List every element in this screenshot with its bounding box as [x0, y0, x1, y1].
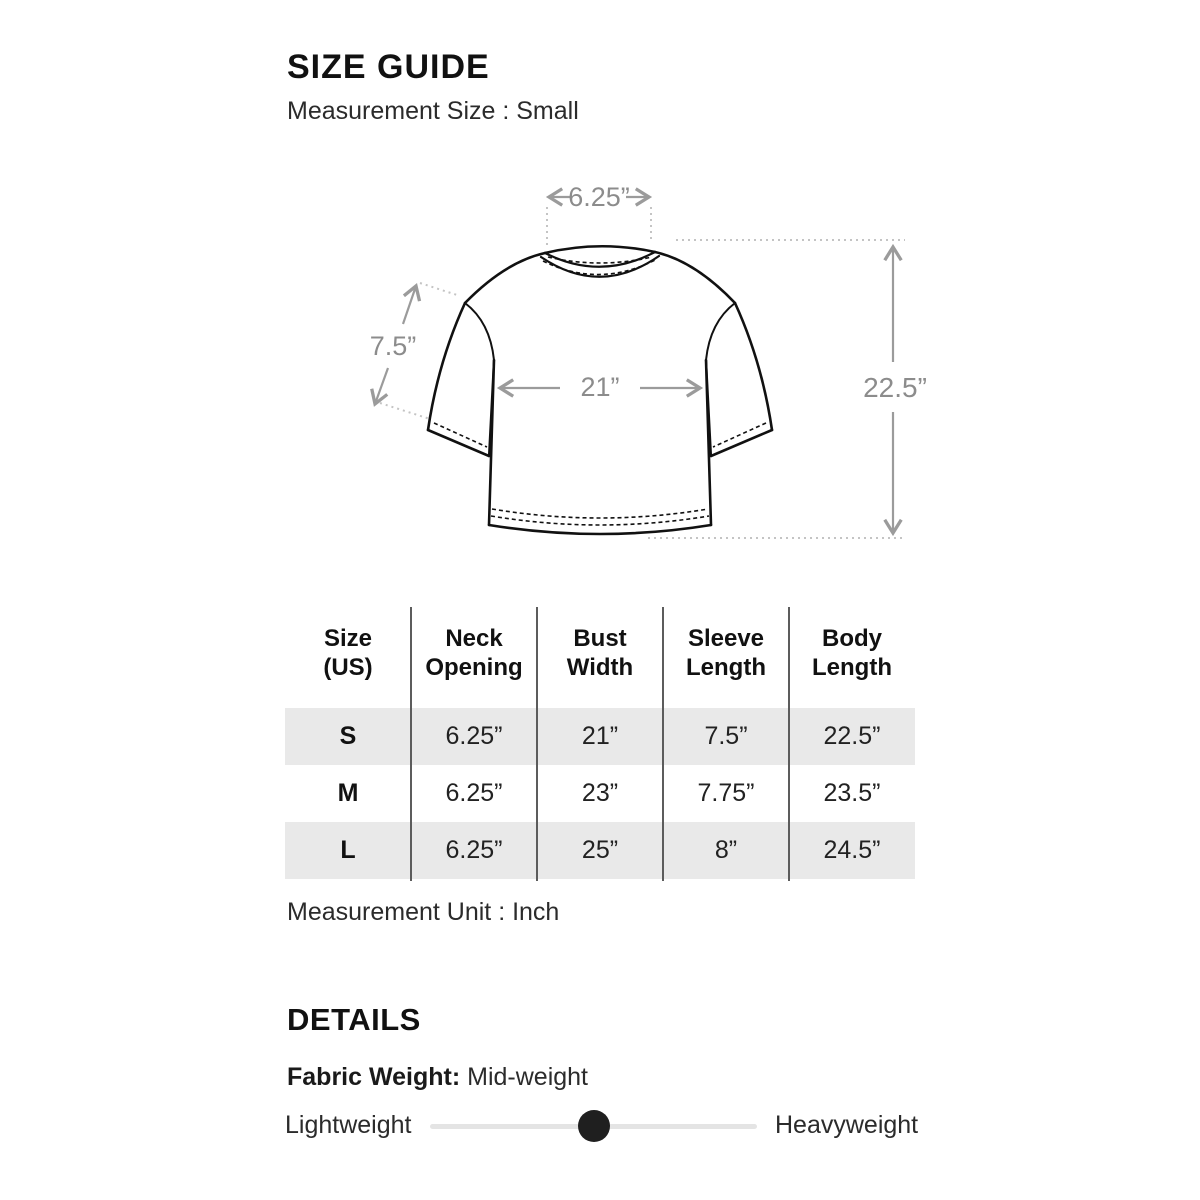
col-header-size: Size (US)	[323, 625, 373, 681]
cell-bust-width: 25”	[581, 836, 619, 864]
cell-sleeve-length: 7.75”	[697, 779, 755, 807]
slider-label-lightweight: Lightweight	[285, 1111, 412, 1139]
tshirt-stitching	[433, 256, 767, 526]
measurement-size-label: Measurement Size : Small	[287, 97, 579, 125]
cell-neck-opening: 6.25”	[445, 779, 503, 807]
body-length-measure: 22.5”	[648, 239, 927, 539]
body-length-value: 22.5”	[863, 372, 927, 403]
fabric-weight-slider-dot	[577, 1110, 610, 1142]
fabric-weight-label: Fabric Weight:	[287, 1063, 461, 1091]
cell-body-length: 23.5”	[823, 779, 881, 807]
bust-measure: 21”	[496, 372, 704, 402]
measurement-unit-label: Measurement Unit : Inch	[287, 898, 560, 926]
cell-sleeve-length: 8”	[714, 836, 738, 864]
cell-neck-opening: 6.25”	[445, 722, 503, 750]
table-divider	[536, 607, 538, 881]
table-divider	[662, 607, 664, 881]
table-row-medium: M 6.25” 23” 7.75” 23.5”	[285, 765, 915, 822]
cell-size: M	[337, 779, 359, 807]
table-row-small: S 6.25” 21” 7.5” 22.5”	[285, 708, 915, 765]
cell-bust-width: 21”	[581, 722, 619, 750]
tshirt-diagram: 6.25” 7.5” 21” 22.5”	[370, 182, 927, 539]
table-divider	[788, 607, 790, 881]
table-header-row: Size (US) Neck Opening Bust Width Sleeve…	[285, 605, 915, 708]
details-heading: DETAILS	[287, 1002, 421, 1037]
table-row-large: L 6.25” 25” 8” 24.5”	[285, 822, 915, 879]
col-header-bust-width: Bust Width	[566, 625, 634, 681]
slider-label-heavyweight: Heavyweight	[775, 1111, 919, 1139]
sleeve-measure: 7.5”	[370, 282, 458, 420]
cell-body-length: 22.5”	[823, 722, 881, 750]
fabric-weight-value: Mid-weight	[467, 1063, 588, 1091]
col-header-sleeve-length: Sleeve Length	[686, 625, 766, 681]
size-table: Size (US) Neck Opening Bust Width Sleeve…	[285, 605, 915, 882]
neck-opening-value: 6.25”	[568, 182, 630, 212]
fabric-weight-line: Fabric Weight: Mid-weight	[287, 1063, 588, 1092]
cell-body-length: 24.5”	[823, 836, 881, 864]
page-title: SIZE GUIDE	[287, 48, 490, 86]
table-divider	[410, 607, 412, 881]
cell-sleeve-length: 7.5”	[704, 722, 748, 750]
cell-neck-opening: 6.25”	[445, 836, 503, 864]
cell-bust-width: 23”	[581, 779, 619, 807]
col-header-body-length: Body Length	[812, 625, 892, 681]
sleeve-length-value: 7.5”	[370, 331, 417, 361]
neck-measure: 6.25”	[545, 182, 653, 246]
cell-size: L	[340, 836, 356, 864]
bust-width-value: 21”	[580, 372, 619, 402]
col-header-neck-opening: Neck Opening	[425, 625, 523, 681]
fabric-weight-slider-track	[430, 1110, 757, 1142]
tshirt-outline	[426, 244, 774, 536]
cell-size: S	[339, 722, 357, 750]
